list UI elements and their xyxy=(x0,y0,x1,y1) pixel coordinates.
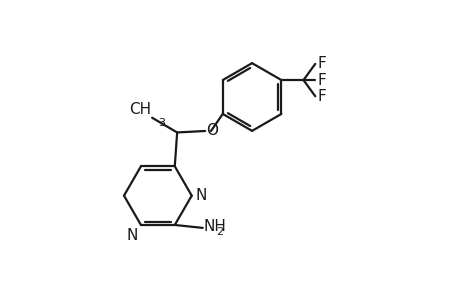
Text: 2: 2 xyxy=(215,227,222,237)
Text: 3: 3 xyxy=(157,118,165,128)
Text: F: F xyxy=(316,73,325,88)
Text: O: O xyxy=(206,123,218,138)
Text: F: F xyxy=(316,89,325,104)
Text: NH: NH xyxy=(203,219,226,234)
Text: N: N xyxy=(126,228,137,243)
Text: F: F xyxy=(316,56,325,71)
Text: CH: CH xyxy=(129,102,151,117)
Text: N: N xyxy=(195,188,206,202)
